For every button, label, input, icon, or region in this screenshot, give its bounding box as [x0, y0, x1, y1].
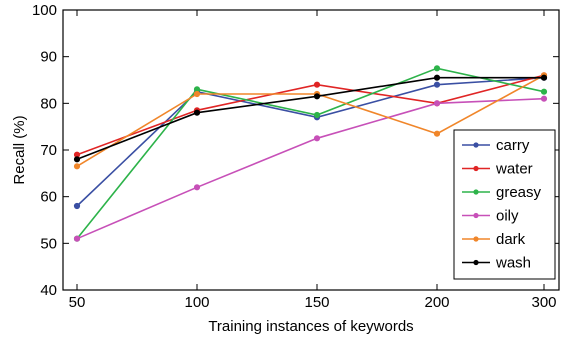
data-point-dark [433, 130, 441, 137]
data-point-dark [193, 90, 201, 98]
data-point-wash [540, 74, 548, 81]
data-point-wash [313, 93, 321, 100]
data-point-oily [73, 235, 81, 242]
legend-item-carry: carry [462, 137, 530, 154]
x-tick-label: 100 [184, 294, 209, 311]
legend-item-water: water [462, 161, 533, 178]
data-point-greasy [313, 111, 321, 119]
y-tick-label: 80 [40, 95, 57, 112]
legend-item-wash: wash [462, 255, 531, 272]
data-point-greasy [433, 65, 441, 72]
data-point-water [313, 81, 321, 88]
y-tick-label: 90 [40, 49, 57, 66]
legend-box [453, 129, 556, 280]
legend-item-greasy: greasy [462, 184, 542, 201]
legend-marker [473, 212, 479, 219]
y-tick-label: 50 [40, 235, 57, 252]
y-tick-label: 100 [32, 2, 57, 19]
legend-item-dark: dark [462, 231, 526, 248]
y-tick-label: 70 [40, 142, 57, 159]
x-tick-label: 200 [424, 294, 449, 311]
legend-label: greasy [496, 184, 542, 201]
series-oily [73, 95, 548, 242]
data-point-carry [433, 81, 441, 88]
data-point-wash [433, 74, 441, 81]
legend-label: water [495, 161, 533, 178]
legend: carry water greasy oily dark wash [453, 129, 556, 280]
x-tick-label: 50 [69, 294, 86, 311]
plot-frame [62, 9, 560, 291]
legend-marker [473, 189, 479, 195]
series-lines [73, 65, 548, 242]
data-point-wash [193, 109, 201, 116]
legend-label: dark [496, 231, 526, 248]
data-point-oily [433, 100, 441, 107]
x-tick-label: 150 [304, 294, 329, 311]
x-tick-label: 300 [531, 294, 556, 311]
legend-label: wash [495, 255, 531, 272]
series-greasy [73, 65, 548, 242]
data-point-dark [73, 163, 81, 170]
y-tick-label: 40 [40, 282, 57, 299]
data-point-carry [73, 202, 81, 210]
data-point-wash [73, 156, 81, 163]
legend-item-oily: oily [462, 208, 519, 225]
y-axis-label: Recall (%) [11, 115, 28, 184]
x-axis-label: Training instances of keywords [208, 318, 413, 335]
data-point-greasy [540, 88, 548, 95]
legend-marker [473, 236, 479, 242]
legend-label: oily [496, 208, 519, 225]
data-point-oily [540, 95, 548, 102]
legend-marker [473, 142, 479, 148]
y-tick-label: 60 [40, 189, 57, 206]
axis-ticks: 40 50 60 70 80 90 100 50 100 150 200 300 [32, 2, 559, 311]
legend-marker [473, 259, 479, 266]
series-wash [73, 74, 548, 163]
data-point-oily [313, 135, 321, 142]
legend-label: carry [496, 137, 530, 154]
data-point-oily [193, 184, 201, 191]
legend-marker [473, 165, 479, 172]
